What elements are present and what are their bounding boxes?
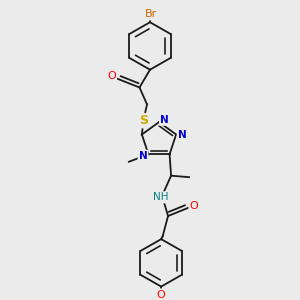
Text: O: O [190, 201, 198, 211]
Text: Br: Br [145, 9, 157, 19]
Text: O: O [107, 71, 116, 81]
Text: O: O [157, 290, 166, 300]
Text: NH: NH [153, 192, 168, 202]
Text: N: N [178, 130, 187, 140]
Text: N: N [139, 151, 147, 161]
Text: N: N [160, 115, 169, 125]
Text: S: S [139, 114, 148, 127]
